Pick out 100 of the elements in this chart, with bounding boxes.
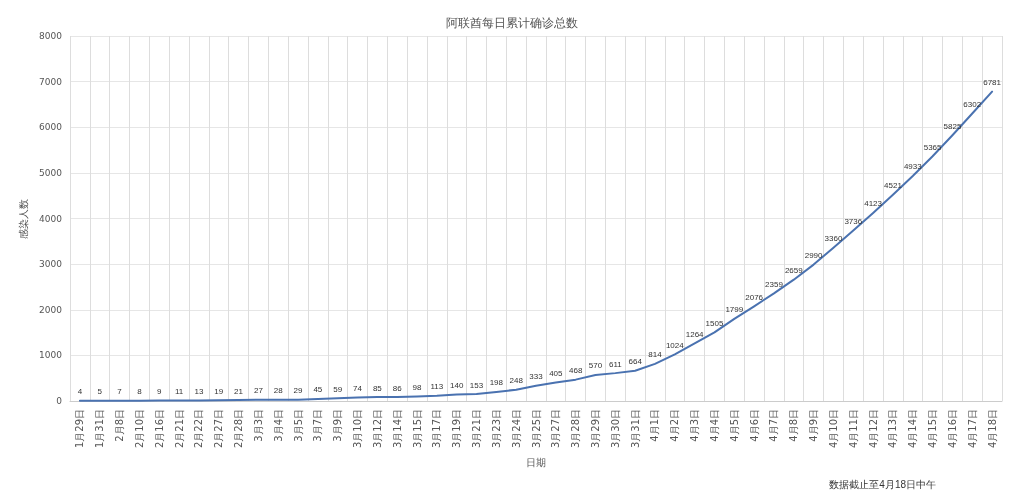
y-axis-title: 感染人数 (17, 198, 29, 239)
x-tick-label: 4月6日 (748, 409, 760, 442)
y-tick-label: 5000 (39, 167, 63, 178)
y-tick-label: 3000 (39, 259, 63, 270)
data-label: 1264 (685, 329, 705, 339)
data-label: 4123 (864, 199, 883, 209)
data-label: 5825 (943, 121, 962, 131)
data-label: 4521 (884, 181, 903, 191)
y-tick-label: 0 (56, 396, 63, 406)
data-label: 153 (469, 380, 484, 390)
data-label: 1024 (665, 340, 685, 350)
data-label: 13 (194, 386, 204, 396)
data-label: 9 (157, 387, 163, 397)
x-tick-label: 3月14日 (391, 409, 403, 449)
y-tick-label: 8000 (39, 31, 63, 41)
y-tick-label: 1000 (39, 350, 63, 361)
data-label: 74 (353, 384, 363, 394)
x-tick-label: 3月31日 (629, 409, 641, 449)
data-label: 45 (313, 385, 323, 395)
data-label: 86 (392, 383, 403, 393)
x-tick-label: 2月22日 (193, 409, 205, 449)
data-label: 6781 (983, 78, 1002, 88)
line-series (78, 90, 994, 402)
y-tick-label: 4000 (39, 213, 63, 224)
x-tick-label: 3月12日 (371, 409, 383, 449)
data-label: 468 (568, 366, 583, 376)
x-tick-label: 3月24日 (510, 409, 522, 449)
data-label: 198 (489, 378, 504, 388)
data-label: 1505 (705, 318, 724, 328)
x-tick-label: 4月12日 (867, 409, 879, 449)
x-tick-label: 4月11日 (847, 409, 859, 449)
x-tick-label: 3月10日 (352, 409, 364, 449)
x-tick-label: 3月27日 (550, 409, 562, 449)
data-label: 5365 (923, 142, 943, 152)
x-tick-label: 4月18日 (986, 409, 998, 449)
x-tick-label: 2月16日 (153, 409, 165, 449)
data-label: 664 (628, 357, 643, 367)
data-label: 29 (293, 386, 304, 396)
x-tick-label: 3月17日 (431, 409, 443, 449)
x-tick-label: 4月15日 (927, 409, 939, 449)
x-tick-label: 4月4日 (708, 409, 720, 442)
x-tick-label: 4月7日 (768, 409, 780, 442)
x-tick-label: 3月5日 (292, 409, 304, 442)
data-label: 7 (117, 387, 123, 397)
data-label: 59 (333, 384, 343, 394)
data-label: 85 (372, 383, 383, 393)
x-tick-label: 3月30日 (609, 409, 621, 449)
x-tick-label: 4月8日 (788, 409, 800, 442)
data-label: 570 (588, 361, 603, 371)
x-tick-label: 2月28日 (233, 409, 245, 449)
data-label: 19 (214, 386, 224, 396)
data-label: 5 (97, 387, 103, 397)
data-label: 27 (253, 386, 264, 396)
x-tick-label: 4月14日 (907, 409, 919, 449)
data-label: 21 (234, 386, 244, 396)
x-tick-label: 3月15日 (411, 409, 423, 449)
data-label: 405 (549, 369, 564, 379)
y-tick-label: 2000 (39, 304, 63, 315)
data-label: 98 (412, 383, 423, 393)
x-tick-label: 1月31日 (94, 409, 106, 449)
x-tick-label: 4月5日 (728, 409, 740, 442)
x-tick-label: 3月23日 (490, 409, 502, 449)
text: 数据截止至4月18日中午 (829, 478, 936, 490)
data-label: 3736 (844, 217, 863, 227)
x-tick-label: 2月8日 (114, 409, 126, 442)
x-tick-label: 3月9日 (332, 409, 344, 442)
data-label: 140 (450, 381, 464, 391)
x-tick-label: 3月21日 (471, 409, 483, 449)
x-tick-label: 4月17日 (966, 409, 978, 449)
data-label: 11 (174, 387, 184, 396)
x-tick-label: 4月1日 (649, 409, 661, 442)
x-tick-label: 4月10日 (827, 409, 839, 449)
data-label: 611 (608, 359, 623, 369)
data-label: 814 (648, 350, 663, 360)
x-tick-label: 3月7日 (312, 409, 324, 442)
data-label: 2990 (804, 251, 824, 261)
x-tick-label: 3月4日 (272, 409, 284, 442)
data-label: 4 (77, 387, 83, 397)
x-tick-label: 3月29日 (589, 409, 601, 449)
y-tick-label: 7000 (39, 76, 63, 87)
data-label: 248 (509, 376, 524, 386)
x-axis-title: 日期 (526, 456, 546, 468)
x-tick-label: 3月19日 (451, 409, 463, 449)
data-label: 2659 (784, 266, 804, 276)
x-tick-label: 2月27日 (213, 409, 225, 449)
x-tick-label: 4月3日 (689, 409, 701, 442)
data-label: 333 (529, 372, 544, 382)
data-label: 8 (137, 387, 143, 397)
x-tick-label: 4月2日 (669, 409, 681, 442)
data-label: 3360 (824, 234, 843, 244)
data-label: 1799 (725, 305, 744, 315)
x-tick-label: 2月21日 (173, 409, 185, 449)
data-label: 6302 (963, 99, 982, 109)
x-tick-label: 2月10日 (133, 409, 145, 449)
x-tick-label: 3月28日 (570, 409, 582, 449)
x-tick-label: 3月25日 (530, 409, 542, 449)
chart-title: 阿联酋每日累计确诊总数 (446, 16, 578, 30)
x-tick-label: 4月9日 (808, 409, 820, 442)
data-label: 28 (273, 386, 284, 396)
x-tick-label: 4月13日 (887, 409, 899, 449)
